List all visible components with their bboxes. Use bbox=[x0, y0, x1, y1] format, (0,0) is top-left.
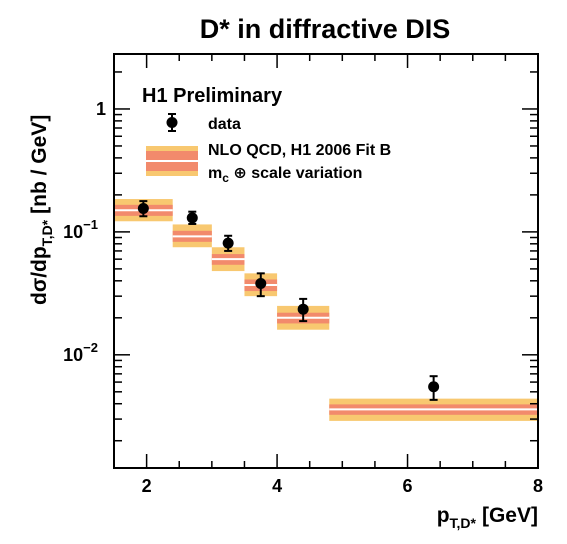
x-tick-label-4: 4 bbox=[272, 476, 282, 496]
legend-mc-symbol: m bbox=[208, 165, 222, 182]
y-axis-label-unit: [nb / GeV] bbox=[28, 115, 51, 214]
y-tick-label-3: 10−2 bbox=[63, 340, 98, 365]
x-axis-label: pT,D* [GeV] bbox=[437, 504, 538, 531]
data-point-1 bbox=[137, 202, 149, 214]
x-tick-label-6: 6 bbox=[403, 476, 413, 496]
x-axis-label-unit: [GeV] bbox=[482, 504, 538, 527]
data-point-2 bbox=[186, 212, 198, 224]
y-tick-label-exponent: −1 bbox=[83, 217, 98, 232]
data-points bbox=[137, 200, 440, 401]
y-tick-label-base: 10 bbox=[63, 222, 83, 242]
x-axis-label-main: p bbox=[437, 504, 450, 527]
data-point-4 bbox=[255, 278, 267, 290]
data-point-3 bbox=[222, 237, 234, 249]
y-tick-label-exponent: −2 bbox=[83, 340, 98, 355]
y-tick-label-2: 10−1 bbox=[63, 217, 98, 242]
annotation-h1-preliminary: H1 Preliminary bbox=[142, 85, 283, 107]
y-tick-label-1: 1 bbox=[96, 99, 106, 119]
x-tick-label-8: 8 bbox=[533, 476, 543, 496]
x-axis-label-sub: T,D* bbox=[450, 515, 477, 531]
legend-mc-subscript: c bbox=[222, 171, 229, 185]
x-tick-label-2: 2 bbox=[142, 476, 152, 496]
legend-band-label-variation: mc ⊕ scale variation bbox=[208, 165, 362, 185]
y-axis-ticks: 110−110−2 bbox=[63, 71, 538, 442]
data-point-6 bbox=[428, 381, 440, 393]
legend: data NLO QCD, H1 2006 Fit B mc ⊕ scale v… bbox=[146, 113, 391, 185]
legend-variation-text: ⊕ scale variation bbox=[229, 165, 362, 182]
legend-band-label: NLO QCD, H1 2006 Fit B bbox=[208, 142, 391, 159]
legend-data-label: data bbox=[208, 116, 241, 133]
x-axis-ticks: 2 4 6 8 bbox=[113, 54, 543, 496]
plot-frame bbox=[113, 53, 539, 469]
nlo-bands bbox=[114, 199, 538, 421]
y-tick-label-base: 10 bbox=[63, 345, 83, 365]
legend-data-marker bbox=[166, 117, 178, 128]
y-axis-label-main: dσ/dp bbox=[28, 246, 51, 305]
y-axis-label: dσ/dpT,D* [nb / GeV] bbox=[28, 115, 55, 305]
data-point-5 bbox=[297, 303, 309, 315]
y-axis-label-sub: T,D* bbox=[39, 219, 55, 246]
chart-title: D* in diffractive DIS bbox=[200, 14, 451, 44]
